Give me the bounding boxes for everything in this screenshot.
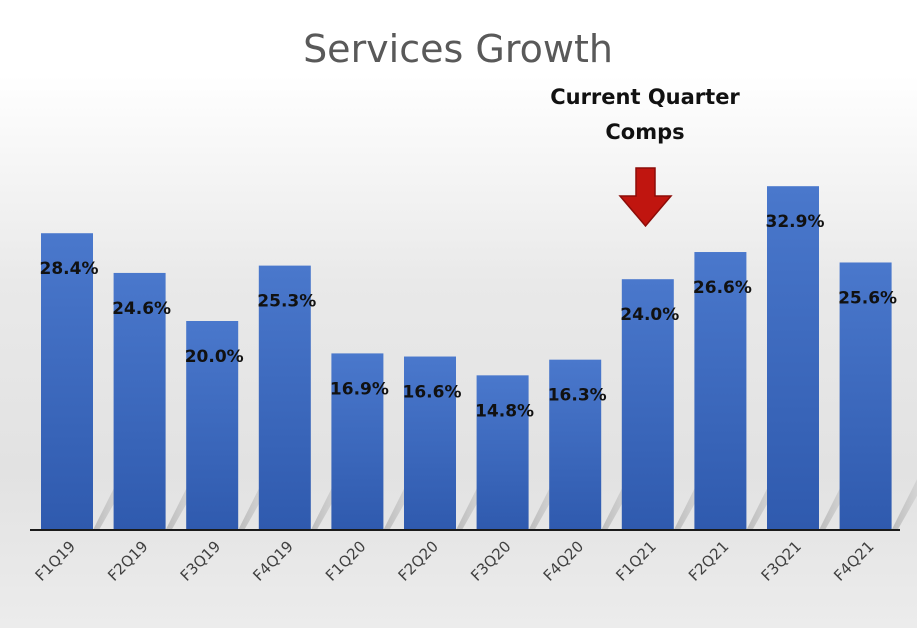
tick-label-f1q19: F1Q19 bbox=[32, 537, 79, 584]
bar-f3q19 bbox=[186, 321, 239, 530]
tick-label-f2q19: F2Q19 bbox=[104, 537, 151, 584]
value-label-f1q21: 24.0% bbox=[620, 305, 679, 325]
tick-label-f2q20: F2Q20 bbox=[395, 537, 442, 584]
bar-f2q20 bbox=[404, 356, 456, 530]
tick-labels-group: F1Q19 F2Q19 F3Q19 F4Q19 F1Q20 F2Q20 F3Q20 F4Q20… bbox=[32, 537, 878, 584]
value-label-f2q19: 24.6% bbox=[112, 299, 171, 319]
value-label-f3q20: 14.8% bbox=[475, 401, 534, 421]
bars-group bbox=[41, 186, 892, 530]
value-label-f1q20: 16.9% bbox=[330, 379, 389, 399]
annotation-line-1: Current Quarter bbox=[550, 85, 740, 109]
tick-label-f3q21: F3Q21 bbox=[758, 537, 805, 584]
chart-title: Services Growth bbox=[303, 27, 613, 71]
bar-f3q21 bbox=[767, 186, 819, 530]
bar-f2q19 bbox=[113, 272, 166, 530]
bar-f1q21 bbox=[621, 279, 674, 530]
bar-f1q20 bbox=[331, 353, 384, 530]
annotation-line-2: Comps bbox=[605, 120, 684, 144]
tick-label-f4q20: F4Q20 bbox=[540, 537, 587, 584]
value-label-f3q19: 20.0% bbox=[185, 347, 244, 367]
tick-label-f1q20: F1Q20 bbox=[322, 537, 369, 584]
tick-label-f3q19: F3Q19 bbox=[177, 537, 224, 584]
value-label-f4q21: 25.6% bbox=[838, 288, 897, 308]
tick-label-f4q19: F4Q19 bbox=[249, 537, 296, 584]
value-label-f1q19: 28.4% bbox=[40, 259, 99, 279]
value-label-f2q21: 26.6% bbox=[693, 278, 752, 298]
bar-f4q19 bbox=[258, 265, 311, 530]
bar-f1q19 bbox=[41, 233, 93, 530]
tick-label-f2q21: F2Q21 bbox=[685, 537, 732, 584]
tick-label-f3q20: F3Q20 bbox=[467, 537, 514, 584]
annotation-group: Current Quarter Comps bbox=[550, 85, 740, 228]
value-label-f4q20: 16.3% bbox=[548, 386, 607, 406]
annotation-arrow-icon bbox=[618, 167, 673, 228]
tick-label-f4q21: F4Q21 bbox=[830, 537, 877, 584]
bar-f3q20 bbox=[476, 375, 529, 530]
bar-f4q21 bbox=[839, 262, 892, 530]
value-label-f2q20: 16.6% bbox=[403, 383, 462, 403]
bar-f2q21 bbox=[694, 252, 747, 530]
bar-f4q20 bbox=[549, 359, 602, 530]
tick-label-f1q21: F1Q21 bbox=[612, 537, 659, 584]
value-label-f3q21: 32.9% bbox=[766, 212, 825, 232]
value-label-f4q19: 25.3% bbox=[257, 292, 316, 312]
bar-shadow bbox=[891, 479, 917, 530]
value-labels-group: 28.4% 24.6% 20.0% 25.3% 16.9% 16.6% 14.8% 16.3%… bbox=[40, 212, 898, 421]
